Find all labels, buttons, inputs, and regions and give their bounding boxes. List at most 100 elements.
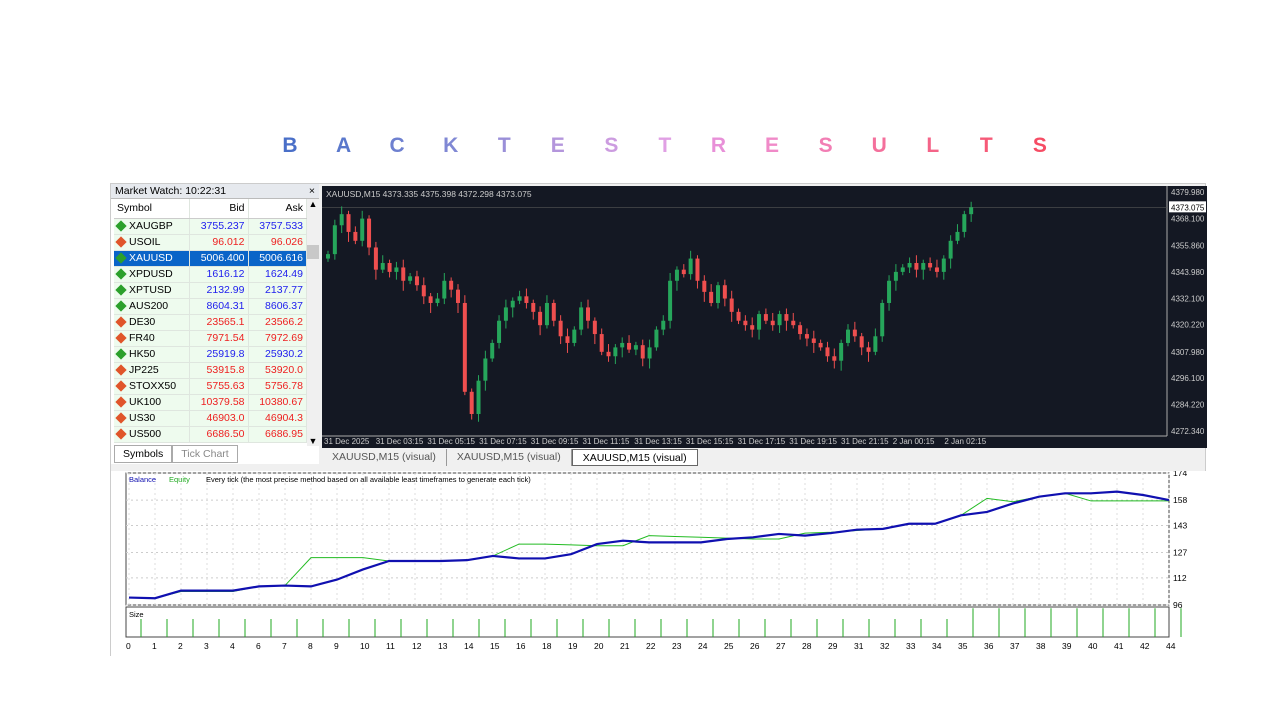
candle	[743, 320, 748, 326]
title-letter: T	[658, 134, 672, 157]
candle	[907, 263, 912, 268]
bid: 1616.12	[189, 266, 249, 283]
candle	[586, 307, 590, 321]
price-tick: 4307.980	[1171, 348, 1205, 357]
candle	[846, 329, 850, 343]
candle	[928, 263, 933, 268]
candle	[572, 329, 577, 343]
market-row[interactable]: XPDUSD 1616.12 1624.49	[114, 266, 307, 283]
market-row[interactable]: XAUGBP 3755.237 3757.533	[114, 218, 307, 235]
x-tick: 29	[828, 641, 838, 651]
market-row[interactable]: XPTUSD 2132.99 2137.77	[114, 282, 307, 299]
candle	[627, 342, 632, 350]
column-ask[interactable]: Ask	[248, 199, 307, 219]
x-tick: 19	[568, 641, 578, 651]
candle	[565, 336, 570, 343]
candle	[880, 302, 885, 337]
candle	[456, 289, 460, 303]
candle	[551, 302, 556, 321]
candle	[681, 269, 686, 275]
market-row[interactable]: US500 6686.50 6686.95	[114, 426, 307, 443]
candle	[729, 298, 734, 312]
ask: 5006.616	[248, 250, 307, 267]
x-tick: 34	[932, 641, 942, 651]
chart-tab-3[interactable]: XAUUSD,M15 (visual)	[571, 449, 698, 466]
candle	[695, 258, 700, 281]
time-tick: 31 Dec 13:15	[634, 437, 682, 446]
candle	[969, 207, 974, 215]
symbol: DE30	[129, 316, 156, 328]
scroll-thumb[interactable]	[307, 245, 319, 259]
arrow-down-icon	[115, 396, 127, 408]
market-row[interactable]: UK100 10379.58 10380.67	[114, 394, 307, 411]
time-tick: 2 Jan 02:15	[944, 437, 986, 446]
candle	[524, 296, 529, 303]
series-balance	[128, 490, 1170, 600]
tab-tick-chart[interactable]: Tick Chart	[172, 445, 238, 463]
market-row[interactable]: US30 46903.0 46904.3	[114, 410, 307, 427]
symbol: US500	[129, 428, 162, 440]
current-price: 4373.075	[1171, 203, 1205, 212]
column-symbol[interactable]: Symbol	[114, 199, 191, 219]
candle	[757, 314, 762, 330]
title-letter: C	[389, 134, 405, 157]
candle	[339, 214, 344, 226]
price-chart[interactable]: XAUUSD,M15 4373.335 4375.398 4372.298 43…	[322, 186, 1207, 448]
x-tick: 40	[1088, 641, 1098, 651]
symbol: AUS200	[129, 300, 169, 312]
candle	[633, 345, 638, 350]
candle	[408, 276, 413, 281]
bid: 96.012	[189, 234, 249, 251]
market-row[interactable]: USOIL 96.012 96.026	[114, 234, 307, 251]
size-label: Size	[129, 610, 144, 619]
market-row[interactable]: STOXX50 5755.63 5756.78	[114, 378, 307, 395]
bid: 53915.8	[189, 362, 249, 379]
candle	[934, 267, 939, 272]
x-tick: 9	[334, 641, 339, 651]
bid: 5006.400	[189, 250, 249, 267]
candle	[962, 214, 967, 232]
candle	[510, 300, 515, 308]
candle	[688, 258, 693, 275]
chart-tab-1[interactable]: XAUUSD,M15 (visual)	[322, 449, 447, 466]
market-row[interactable]: XAUUSD 5006.400 5006.616	[114, 250, 307, 267]
chart-tab-2[interactable]: XAUUSD,M15 (visual)	[447, 449, 572, 466]
legend-equity: Equity	[169, 475, 190, 484]
candle	[763, 314, 768, 321]
arrow-down-icon	[115, 364, 127, 376]
x-tick: 22	[646, 641, 656, 651]
bid: 46903.0	[189, 410, 249, 427]
arrow-up-icon	[115, 252, 127, 264]
symbol: STOXX50	[129, 380, 177, 392]
candle	[353, 231, 358, 241]
candle	[462, 302, 467, 392]
legend-balance: Balance	[129, 475, 156, 484]
symbol: XAUUSD	[129, 252, 173, 264]
market-watch-title: Market Watch: 10:22:31	[115, 185, 227, 197]
market-row[interactable]: FR40 7971.54 7972.69	[114, 330, 307, 347]
tab-symbols[interactable]: Symbols	[114, 445, 173, 463]
market-row[interactable]: JP225 53915.8 53920.0	[114, 362, 307, 379]
candle	[606, 351, 611, 357]
candle	[517, 296, 522, 301]
candle	[887, 280, 892, 303]
candle	[531, 302, 536, 312]
size-frame	[125, 606, 1170, 638]
market-row[interactable]: AUS200 8604.31 8606.37	[114, 298, 307, 315]
x-tick: 12	[412, 641, 422, 651]
title-letter: U	[871, 134, 887, 157]
scrollbar[interactable]: ▲ ▼	[307, 199, 319, 446]
market-row[interactable]: DE30 23565.1 23566.2	[114, 314, 307, 331]
ask: 3757.533	[248, 218, 307, 235]
current-price-box	[1169, 201, 1206, 213]
arrow-up-icon	[115, 220, 127, 232]
column-bid[interactable]: Bid	[189, 199, 249, 219]
candle	[736, 311, 741, 321]
x-tick: 16	[516, 641, 526, 651]
x-tick: 8	[308, 641, 313, 651]
market-row[interactable]: HK50 25919.8 25930.2	[114, 346, 307, 363]
symbol: HK50	[129, 348, 156, 360]
candle	[326, 254, 330, 259]
close-icon[interactable]: ×	[308, 185, 315, 197]
